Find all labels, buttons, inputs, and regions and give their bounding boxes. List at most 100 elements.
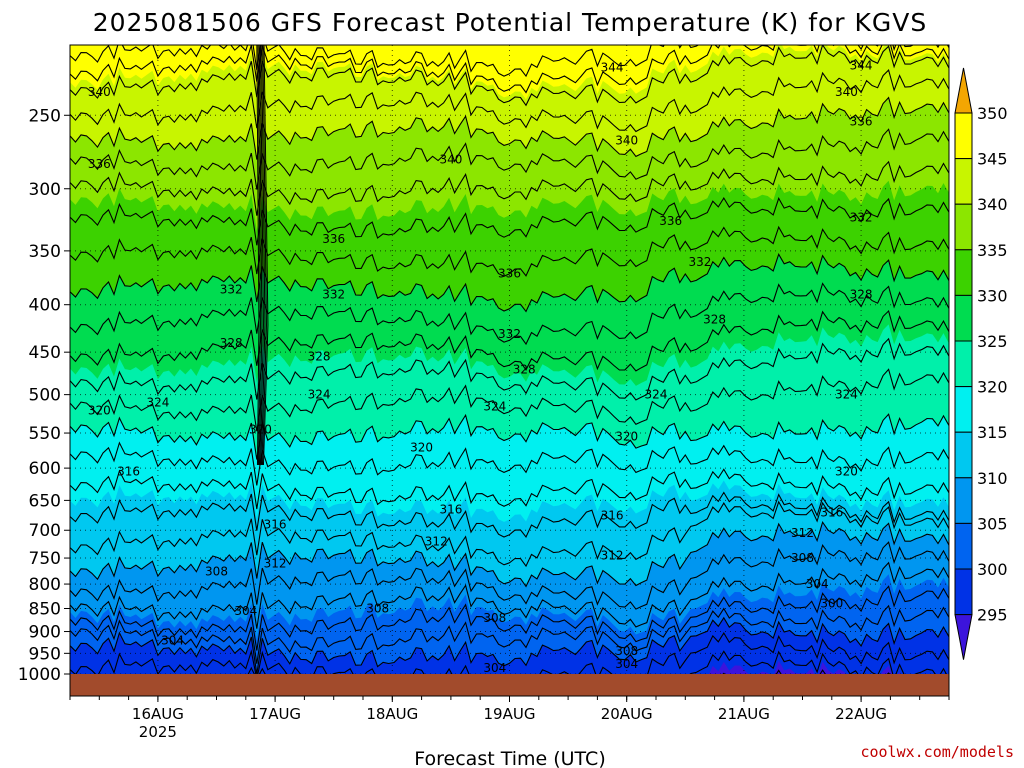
contour-label: 324 bbox=[308, 388, 331, 402]
colorbar-band bbox=[954, 112, 973, 160]
contour-label: 336 bbox=[659, 214, 682, 228]
colorbar-tick-label: 345 bbox=[977, 150, 1008, 169]
contour-line-308 bbox=[70, 541, 949, 610]
contour-label: 320 bbox=[88, 403, 111, 417]
y-tick-label: 300 bbox=[29, 180, 61, 200]
x-tick-label: 18AUG bbox=[366, 705, 418, 723]
contour-label: 304 bbox=[615, 657, 638, 671]
contour-label: 344 bbox=[601, 60, 624, 74]
contour-label: 312 bbox=[791, 526, 814, 540]
colorbar-tick-label: 310 bbox=[977, 469, 1008, 488]
colorbar-tick-label: 340 bbox=[977, 195, 1008, 214]
colorbar-tick-label: 320 bbox=[977, 378, 1008, 397]
contour-label: 344 bbox=[850, 59, 873, 73]
colorbar-band bbox=[954, 158, 973, 205]
x-tick-label: 20AUG bbox=[601, 705, 653, 723]
contour-label: 336 bbox=[88, 157, 111, 171]
contour-label: 316 bbox=[439, 503, 462, 517]
y-tick-label: 600 bbox=[29, 459, 61, 479]
y-tick-label: 850 bbox=[29, 599, 61, 619]
x-tick-year: 2025 bbox=[139, 723, 177, 741]
contour-label: 312 bbox=[425, 535, 448, 549]
contour-label: 332 bbox=[498, 327, 521, 341]
contour-label: 304 bbox=[234, 604, 257, 618]
colorbar-top-arrow bbox=[954, 67, 973, 114]
y-tick-label: 500 bbox=[29, 386, 61, 406]
contour-line-336 bbox=[70, 160, 949, 216]
y-tick-label: 550 bbox=[29, 424, 61, 444]
y-tick-label: 700 bbox=[29, 521, 61, 541]
contour-line-330 bbox=[70, 252, 949, 313]
x-axis-label: Forecast Time (UTC) bbox=[414, 748, 605, 768]
contour-label: 316 bbox=[820, 506, 843, 520]
colorbar-band bbox=[954, 249, 973, 296]
x-tick-label: 16AUG bbox=[132, 705, 184, 723]
colorbar: 350 345 340 335 330 325 320 315 310 305 300 295 bbox=[954, 67, 1008, 660]
y-tick-label: 350 bbox=[29, 242, 61, 262]
band-fill-295 bbox=[709, 660, 902, 674]
contour-label: 328 bbox=[703, 313, 726, 327]
x-tick-label: 21AUG bbox=[718, 705, 770, 723]
contour-line-316 bbox=[70, 468, 949, 510]
contour-label: 332 bbox=[850, 210, 873, 224]
contour-line-304 bbox=[70, 585, 949, 651]
pressure-axis: 250 300 350 400 450 500 550 600 650 700 750 800 850 9… bbox=[18, 106, 70, 685]
contour-line-342 bbox=[70, 69, 949, 133]
y-tick-label: 400 bbox=[29, 296, 61, 316]
contour-line-334 bbox=[70, 196, 949, 246]
contour-label: 332 bbox=[220, 282, 243, 296]
contour-label: 304 bbox=[806, 577, 829, 591]
contour-lines bbox=[70, 45, 949, 674]
contour-spike bbox=[256, 45, 269, 466]
contour-label: 336 bbox=[850, 115, 873, 129]
colorbar-band bbox=[954, 568, 973, 616]
contour-line-324 bbox=[70, 337, 949, 401]
colorbar-tick-label: 315 bbox=[977, 423, 1008, 442]
contour-label: 308 bbox=[366, 601, 389, 615]
colorbar-tick-label: 295 bbox=[977, 606, 1008, 625]
contour-label: 332 bbox=[688, 255, 711, 269]
colorbar-band bbox=[954, 386, 973, 433]
contour-label: 336 bbox=[322, 232, 345, 246]
chart-title: 2025081506 GFS Forecast Potential Temper… bbox=[93, 8, 928, 37]
colorbar-tick-label: 330 bbox=[977, 286, 1008, 305]
contour-line-332 bbox=[70, 225, 949, 277]
contour-label: 324 bbox=[835, 388, 858, 402]
contour-label: 316 bbox=[601, 509, 624, 523]
colorbar-tick-label: 350 bbox=[977, 104, 1008, 123]
colorbar-band bbox=[954, 522, 973, 570]
plot-area: 344 344 340 340 340 340 336 336 336 336 336 332 332 3… bbox=[70, 45, 949, 675]
contour-label: 340 bbox=[615, 133, 638, 147]
contour-label: 328 bbox=[513, 363, 536, 377]
x-tick-label: 19AUG bbox=[484, 705, 536, 723]
contour-line-298 bbox=[70, 631, 949, 674]
contour-label: 304 bbox=[161, 633, 184, 647]
contour-line-312 bbox=[70, 500, 949, 568]
contour-label: 320 bbox=[410, 440, 433, 454]
contour-label: 324 bbox=[146, 396, 169, 410]
y-tick-label: 450 bbox=[29, 343, 61, 363]
colorbar-bottom-arrow bbox=[954, 614, 973, 660]
contour-line-300 bbox=[70, 616, 949, 674]
y-tick-label: 250 bbox=[29, 106, 61, 126]
contour-label: 316 bbox=[117, 464, 140, 478]
y-tick-label: 900 bbox=[29, 623, 61, 643]
contour-label: 324 bbox=[645, 388, 668, 402]
contour-label: 304 bbox=[483, 661, 506, 675]
x-tick-label: 17AUG bbox=[249, 705, 301, 723]
contour-line-340 bbox=[70, 96, 949, 160]
contour-label: 340 bbox=[439, 153, 462, 167]
terrain-bar bbox=[70, 674, 949, 696]
colorbar-band bbox=[954, 340, 973, 388]
y-tick-label: 750 bbox=[29, 549, 61, 569]
colorbar-tick-label: 325 bbox=[977, 332, 1008, 351]
colorbar-band bbox=[954, 431, 973, 479]
colorbar-tick-label: 335 bbox=[977, 241, 1008, 260]
contour-line-310 bbox=[70, 520, 949, 588]
contour-line-322 bbox=[70, 368, 949, 432]
contour-label: 308 bbox=[483, 611, 506, 625]
credit-text: coolwx.com/models bbox=[860, 743, 1014, 761]
contour-label: 320 bbox=[835, 464, 858, 478]
